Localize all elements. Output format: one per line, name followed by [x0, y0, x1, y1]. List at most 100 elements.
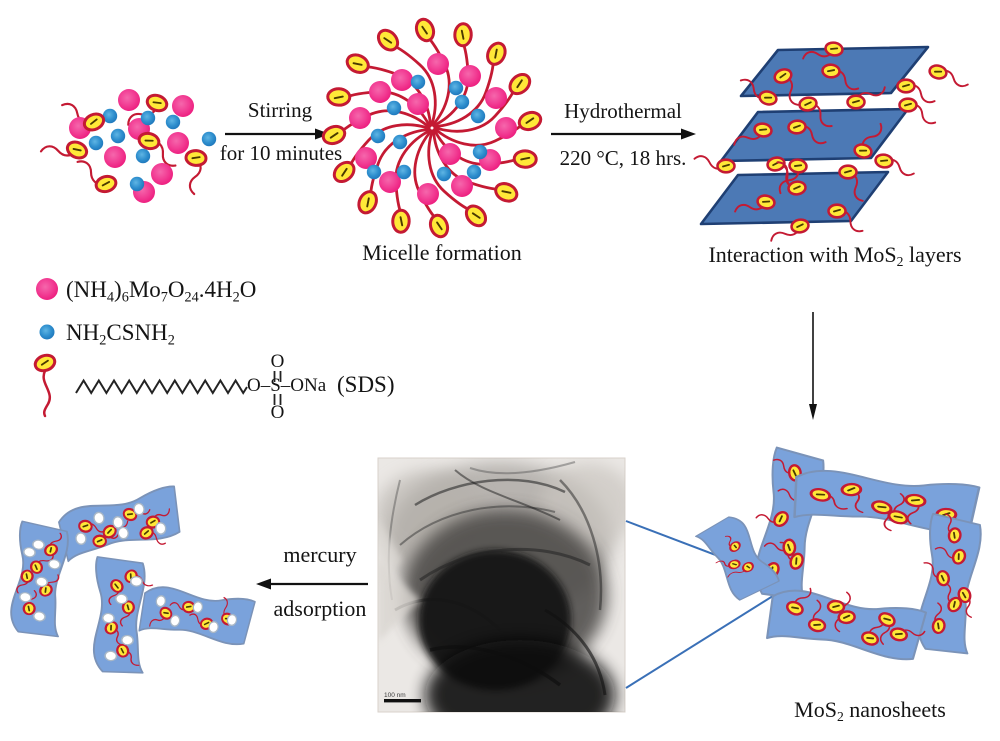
micelle-formation-label: Micelle formation [362, 240, 522, 265]
thiourea-dot [102, 108, 118, 124]
sds-head [898, 97, 918, 113]
mercury-ion-dot [23, 547, 36, 558]
sds-formula-chain-text: O–S–ONa [247, 375, 327, 396]
molybdate-dot [369, 81, 391, 103]
mercury-ion-dot [208, 621, 219, 634]
legend-thiourea-label: NH2CSNH2 [66, 320, 175, 349]
mercury-ion-dot [112, 515, 124, 529]
legend1-s1: 4 [106, 289, 115, 306]
nanosheet-ribbon [917, 512, 982, 655]
sds-head [184, 149, 208, 167]
molybdate-dot [495, 117, 517, 139]
tem-wrinkle [414, 478, 566, 507]
sds-head [837, 610, 856, 625]
molybdate-dot [417, 183, 439, 205]
sds-head [65, 140, 89, 160]
sds-head [39, 583, 53, 597]
thiourea-dot [165, 114, 181, 130]
mercury-ion-dot [35, 576, 49, 587]
sds-head [951, 548, 967, 565]
sds-head [936, 570, 950, 587]
nanosheet-ribbon [10, 520, 69, 638]
sds-head [33, 353, 57, 373]
molybdate-dot [36, 278, 58, 300]
sds-head [790, 218, 810, 234]
mercury-ion-dot [155, 595, 166, 608]
tem-scale-bar [384, 699, 421, 703]
mercury-ion-dot [47, 559, 61, 570]
sds-name-label: (SDS) [337, 372, 395, 397]
sds-head [728, 559, 741, 570]
legend2-s2: 2 [167, 332, 175, 349]
mercury-ion-dot [75, 532, 87, 546]
nanosheets-text2: nanosheets [843, 697, 946, 722]
mercury-ion-dot [104, 650, 118, 662]
thiourea-dot [410, 74, 426, 90]
molybdate-dot [485, 87, 507, 109]
sds-head [871, 500, 893, 515]
legend2-t1: NH [66, 320, 100, 345]
sds-head [121, 600, 135, 615]
legend1-s3: 7 [160, 289, 168, 306]
legend1-t6: O [239, 277, 257, 302]
sds-head [821, 63, 841, 79]
sds-head [789, 552, 804, 570]
sds-head [853, 143, 873, 159]
mercury-ion-dot [192, 601, 204, 614]
mos2-layer-slab [719, 107, 910, 163]
sds-head [887, 510, 909, 525]
micelle-arm [357, 128, 431, 215]
sds-head [758, 90, 778, 106]
sds-head [92, 534, 107, 548]
sds-head [29, 560, 43, 574]
thiourea-dot [396, 164, 412, 180]
nanosheet-ribbon [92, 556, 154, 674]
sds-head [861, 631, 880, 646]
molybdate-dot [407, 93, 429, 115]
legend1-t2: ) [114, 277, 122, 302]
sds-head [110, 579, 124, 593]
sds-head [773, 510, 789, 528]
thiourea-dot [448, 80, 464, 96]
molybdate-dot [427, 53, 449, 75]
micelle-arm [332, 123, 431, 184]
interaction-layers-sub: 2 [896, 254, 904, 270]
thiourea-dot [472, 144, 488, 160]
mercury-ion-dot [155, 521, 167, 535]
molybdate-dot [104, 146, 126, 168]
mercury-ion-dot [115, 593, 128, 605]
nanosheet-ribbon [138, 586, 256, 646]
mos2-layers-illustration [693, 41, 969, 242]
nanosheet-ribbon [766, 587, 928, 661]
down-arrow [809, 312, 817, 420]
interaction-layers-text: Interaction with MoS [708, 242, 897, 267]
stirring-label-line1: Stirring [247, 98, 313, 122]
sds-head [928, 64, 948, 80]
thiourea-dot [201, 131, 217, 147]
interaction-layers-label: Interaction with MoS2 layers [680, 242, 990, 270]
legend1-s2: 6 [121, 289, 129, 306]
thiourea-dot [366, 164, 382, 180]
micelle-arm [433, 41, 507, 128]
sds-head [896, 78, 916, 94]
sds-head [766, 156, 786, 172]
sds-head [22, 601, 36, 616]
mercury-adsorption-arrow [256, 578, 368, 590]
sds-head [787, 180, 807, 196]
sds-head [826, 599, 846, 614]
molybdate-dot [172, 95, 194, 117]
nanosheet-ribbon [695, 516, 780, 601]
legend1-t5: .4H [198, 277, 233, 302]
reactant-mixture-cluster [39, 89, 217, 203]
mercury-ion-dot [18, 592, 32, 603]
mos2-nanosheets-cluster [695, 446, 982, 661]
micelle-arm [433, 110, 543, 147]
mercury-ion-dot [120, 634, 134, 646]
nanosheets-sub: 2 [836, 709, 844, 725]
sds-head [159, 606, 173, 620]
sds-head [82, 112, 106, 132]
mercury-ion-dot [93, 511, 105, 525]
thiourea-dot [39, 324, 55, 340]
sds-head [788, 158, 808, 174]
